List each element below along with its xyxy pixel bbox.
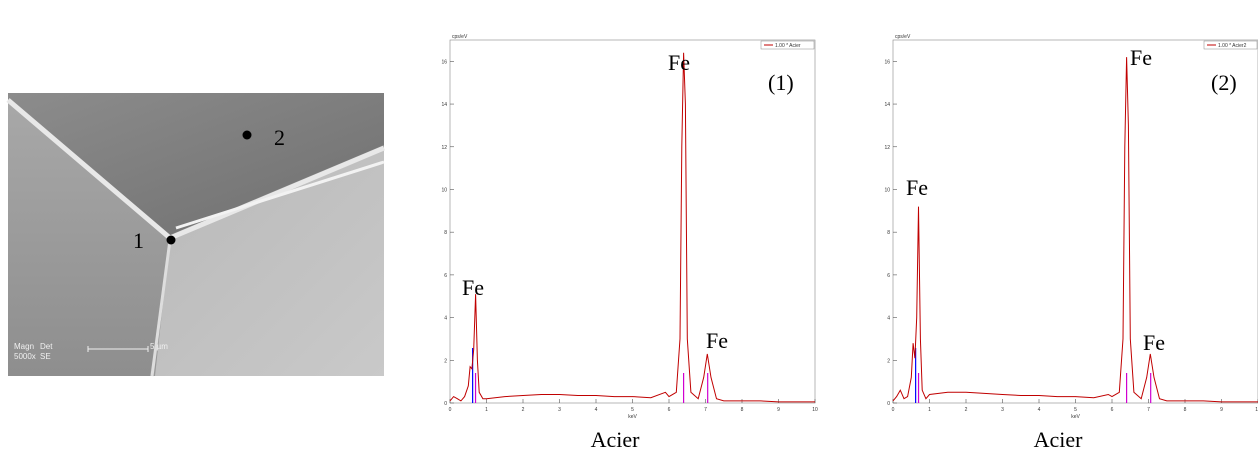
plot-frame [449, 39, 816, 404]
x-tick-label: 6 [1111, 407, 1114, 413]
grain-top [8, 93, 384, 235]
y-tick-label: 4 [887, 316, 890, 322]
y-tick-label: 8 [444, 230, 447, 236]
annotation: (1) [768, 70, 794, 95]
x-tick-label: 8 [1184, 407, 1187, 413]
y-tick-label: 16 [441, 59, 447, 65]
x-tick-label: 1 [485, 407, 488, 413]
point-label: 1 [133, 228, 144, 253]
x-tick-label: 9 [777, 407, 780, 413]
caption: Acier [1034, 427, 1084, 452]
x-tick-label: 7 [1147, 407, 1150, 413]
x-tick-label: 6 [668, 407, 671, 413]
x-tick-label: 8 [741, 407, 744, 413]
x-tick-label: 4 [595, 407, 598, 413]
grain-boundary [150, 239, 172, 377]
sem-image: 2 1 Magn Det 5000x SE 5 µm [6, 93, 385, 377]
x-tick-label: 9 [1220, 407, 1223, 413]
x-tick-label: 1 [928, 407, 931, 413]
sem-info: 5000x [14, 352, 36, 361]
sem-info: SE [40, 352, 51, 361]
grain-left [8, 100, 170, 376]
x-tick-label: 10 [812, 407, 818, 413]
sem-info: Magn [14, 342, 34, 351]
y-tick-label: 6 [444, 273, 447, 279]
sem-info: Det [40, 342, 53, 351]
caption: Acier [591, 427, 641, 452]
y-tick-label: 2 [444, 358, 447, 364]
y-tick-label: 6 [887, 273, 890, 279]
spectrum-line [449, 52, 815, 403]
y-tick-label: 2 [887, 358, 890, 364]
legend-box [1203, 40, 1258, 50]
point-marker [242, 130, 252, 140]
scale-label: 5 µm [150, 342, 168, 351]
y-tick-label: 12 [884, 145, 890, 151]
point-marker [166, 235, 176, 245]
annotation: Fe [668, 50, 690, 75]
x-tick-label: 5 [631, 407, 634, 413]
y-tick-label: 14 [884, 102, 890, 108]
spectrum-line [892, 57, 1258, 403]
y-tick-label: 4 [444, 316, 447, 322]
x-tick-label: 0 [449, 407, 452, 413]
annotation: Fe [1143, 330, 1165, 355]
y-tick-label: 0 [444, 401, 447, 407]
y-axis-label: cps/eV [895, 34, 911, 40]
x-tick-label: 2 [965, 407, 968, 413]
annotation: Fe [706, 328, 728, 353]
x-tick-label: 10 [1255, 407, 1258, 413]
x-axis-label: keV [628, 414, 637, 420]
x-tick-label: 5 [1074, 407, 1077, 413]
plot-frame [892, 39, 1258, 404]
legend-label: 1.00 * Acier2 [1218, 43, 1247, 49]
x-tick-label: 3 [558, 407, 561, 413]
y-axis-label: cps/eV [452, 34, 468, 40]
x-tick-label: 3 [1001, 407, 1004, 413]
y-tick-label: 8 [887, 230, 890, 236]
x-tick-label: 4 [1038, 407, 1041, 413]
y-tick-label: 10 [884, 187, 890, 193]
x-tick-label: 2 [522, 407, 525, 413]
grain-boundary [175, 160, 385, 230]
annotation: Fe [1130, 45, 1152, 70]
annotation: Fe [906, 175, 928, 200]
grain-right [155, 150, 384, 376]
y-tick-label: 14 [441, 102, 447, 108]
point-label: 2 [274, 125, 285, 150]
annotation: Fe [462, 275, 484, 300]
x-axis-label: keV [1071, 414, 1080, 420]
legend-box [760, 40, 815, 50]
x-tick-label: 7 [704, 407, 707, 413]
scale-bar [87, 346, 149, 352]
y-tick-label: 12 [441, 145, 447, 151]
y-tick-label: 10 [441, 187, 447, 193]
x-tick-label: 0 [892, 407, 895, 413]
legend-label: 1.00 * Acier [775, 43, 801, 49]
y-tick-label: 16 [884, 59, 890, 65]
annotation: (2) [1211, 70, 1237, 95]
y-tick-label: 0 [887, 401, 890, 407]
